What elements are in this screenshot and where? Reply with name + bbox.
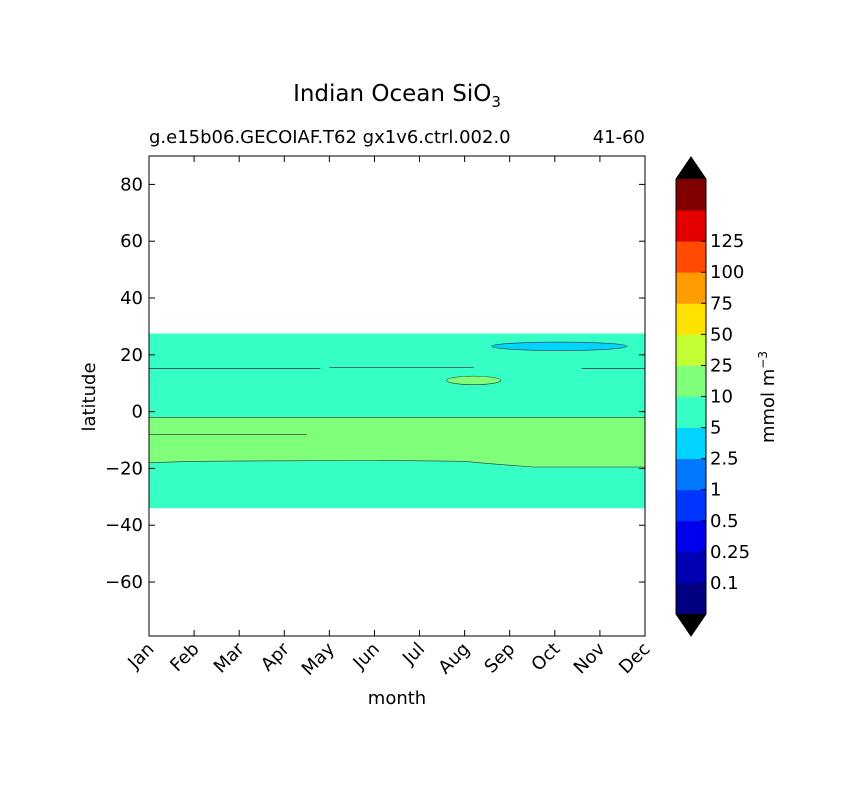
colorbar-over-arrow [676,157,706,179]
colorbar-swatch [676,427,706,460]
x-tick-label: Feb [166,639,203,676]
y-axis: 80 60 40 20 0 −20 −40 −60 [105,174,645,593]
y-axis-label: latitude [79,362,100,431]
colorbar-swatch [676,489,706,522]
y-tick-label: 80 [120,174,143,195]
x-tick-label: Oct [527,639,564,676]
colorbar-swatch [676,396,706,428]
colorbar-tick-label: 2.5 [710,449,739,470]
x-tick-label: Aug [434,639,474,679]
x-tick-label: Apr [257,638,294,675]
y-tick-label: −60 [105,572,143,593]
x-axis-label: month [368,688,426,709]
chart-title: Indian Ocean SiO3 [293,81,501,111]
x-tick-label: Dec [615,639,654,678]
y-tick-label: 20 [120,345,143,366]
colorbar-tick-label: 0.5 [710,511,739,532]
colorbar-swatch [676,458,706,491]
colorbar-tick-label: 25 [710,355,733,376]
x-tick-label: Nov [570,638,610,678]
colorbar: 0.1 0.25 0.5 1 2.5 5 10 25 50 75 100 125 [675,156,750,637]
colorbar-tick-label: 75 [710,293,733,314]
x-tick-label: Jun [349,639,384,674]
colorbar-swatch [676,334,706,366]
y-tick-label: −40 [105,515,143,536]
colorbar-swatch [676,582,706,615]
colorbar-tick-label: 50 [710,324,733,345]
colorbar-tick-label: 100 [710,262,744,283]
chart-subtitle-left: g.e15b06.GECOIAF.T62 gx1v6.ctrl.002.0 [149,127,511,148]
contour-region [491,341,628,351]
y-tick-label: 0 [132,402,143,423]
colorbar-tick-label: 0.1 [710,573,739,594]
colorbar-tick-label: 1 [710,480,721,501]
y-tick-label: 60 [120,231,143,252]
colorbar-swatch [676,272,706,304]
colorbar-label: mmol m−3 [756,351,779,443]
x-tick-label: Jan [123,639,158,674]
x-tick-label: Jul [398,639,429,670]
y-tick-label: 40 [120,288,143,309]
colorbar-swatch [676,303,706,335]
x-tick-label: May [298,638,339,679]
y-tick-label: −20 [105,458,143,479]
contour-region [446,375,502,385]
chart-subtitle-right: 41-60 [593,127,645,148]
colorbar-swatch [676,179,706,211]
colorbar-tick-label: 0.25 [710,542,750,563]
plot-area [148,333,646,509]
plot-frame [148,155,646,637]
x-tick-label: Sep [480,639,519,678]
colorbar-tick-label: 5 [710,418,721,439]
colorbar-tick-label: 10 [710,387,733,408]
colorbar-swatch [676,551,706,584]
colorbar-swatch [676,241,706,273]
colorbar-tick-label: 125 [710,231,744,252]
contour-region [148,417,646,468]
colorbar-swatch [676,520,706,553]
x-tick-label: Mar [210,638,249,677]
colorbar-under-arrow [676,614,706,636]
colorbar-swatch [676,365,706,397]
colorbar-swatch [676,210,706,242]
colorbar-outline [675,156,707,637]
